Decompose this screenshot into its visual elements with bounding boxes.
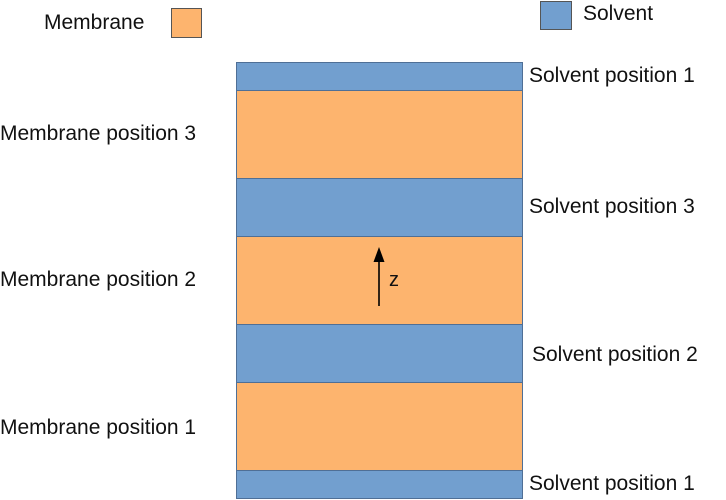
legend-membrane-swatch (171, 8, 202, 38)
z-axis-arrow-icon (373, 247, 385, 306)
legend-solvent-swatch (540, 1, 572, 30)
solvent-layer-top (236, 62, 523, 91)
legend-membrane-label: Membrane (44, 11, 145, 34)
label-membrane-3: Membrane position 3 (0, 122, 197, 145)
membrane-layer-3 (236, 91, 523, 179)
z-axis-label: z (389, 269, 399, 291)
label-solvent-3: Solvent position 3 (529, 195, 695, 218)
label-solvent-2: Solvent position 2 (532, 343, 698, 366)
label-solvent-top: Solvent position 1 (529, 64, 695, 87)
label-solvent-bottom: Solvent position 1 (529, 472, 695, 495)
label-membrane-2: Membrane position 2 (0, 268, 197, 291)
legend-solvent-label: Solvent (583, 2, 654, 25)
membrane-layer-1 (236, 383, 523, 471)
solvent-layer-bottom (236, 471, 523, 499)
solvent-layer-2 (236, 325, 523, 383)
label-membrane-1: Membrane position 1 (0, 416, 197, 439)
solvent-layer-3 (236, 179, 523, 237)
